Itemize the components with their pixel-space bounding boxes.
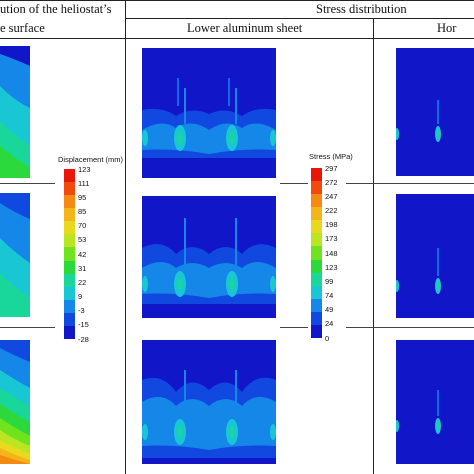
displacement-legend-swatch [64,247,75,262]
stress-legend-swatch [311,298,322,313]
stress-legend-tick-label: 297 [325,163,338,173]
displacement-legend-tick-label: 70 [78,221,87,231]
stress-legend-tick-label: 49 [325,305,334,315]
displacement-legend-swatch [64,273,75,288]
displacement-legend-tick-label: 85 [78,207,87,216]
stress-legend-swatch [311,220,322,234]
lower-sheet-stress-panel-2 [142,196,276,318]
displacement-legend-swatch [64,260,75,275]
displacement-legend-swatch [64,299,75,314]
stress-legend-title: Stress (MPa) [309,152,353,161]
displacement-legend-swatch [64,195,75,209]
displacement-legend-swatch [64,182,75,196]
column-divider-2 [373,18,374,474]
horizontal-column-label: Hor [437,21,457,35]
horizontal-stress-panel-3 [396,340,474,464]
displacement-legend-swatch [64,169,75,183]
displacement-legend-title: Displacement (mm) [58,155,124,164]
header-bottom-rule [0,38,474,39]
displacement-legend-tick-label: 111 [78,178,90,188]
stress-legend-tick-label: 222 [325,206,338,215]
stress-legend-tick-label: 99 [325,276,334,286]
displacement-legend-tick-label: 22 [78,277,87,287]
stress-legend-swatch [311,194,322,208]
row-divider-1c [346,183,474,184]
top-border [0,0,474,1]
displacement-legend-swatch [64,234,75,248]
displacement-legend-tick-label: 53 [78,235,87,245]
row-divider-2c [346,327,474,328]
stress-legend-swatch [311,246,322,261]
displacement-legend-tick-label: 123 [78,164,91,174]
stress-legend-swatch [311,259,322,274]
col1-header-line1: ution of the heliostat’s [0,2,112,16]
stress-legend-swatch [311,207,322,221]
column-divider-1 [125,0,126,474]
displacement-legend-swatch [64,208,75,222]
stress-legend-tick-label: 247 [325,191,338,201]
displacement-legend-swatch [64,325,75,340]
row-divider-1a [0,183,55,184]
displacement-legend-swatch [64,221,75,235]
lower-sheet-stress-panel-3 [142,340,276,464]
stress-legend-swatch [311,311,322,326]
stress-legend-swatch [311,168,322,182]
displacement-legend-tick-label: -15 [78,320,89,330]
stress-legend-swatch [311,233,322,247]
displacement-panel-2 [0,193,30,317]
stress-legend-tick-label: 123 [325,262,338,272]
stress-distribution-title: Stress distribution [316,2,407,16]
horizontal-stress-panel-1 [396,48,474,176]
horizontal-stress-panel-2 [396,194,474,318]
lower-aluminum-sheet-label: Lower aluminum sheet [187,21,303,35]
stress-legend-tick-label: 24 [325,319,334,329]
stress-legend-tick-label: 0 [325,333,330,343]
displacement-legend-swatch [64,312,75,327]
row-divider-2b [280,327,308,328]
displacement-legend-tick-label: 31 [78,263,87,273]
stress-legend-swatch [311,285,322,300]
stress-legend-swatch [311,324,322,339]
lower-sheet-stress-panel-1 [142,48,276,178]
stress-legend-tick-label: 74 [325,291,334,300]
stress-legend-tick-label: 148 [325,248,338,258]
displacement-panel-1 [0,46,30,178]
row-divider-1b [280,183,308,184]
displacement-legend-tick-label: 9 [78,292,83,301]
displacement-legend-swatch [64,286,75,301]
stress-legend-tick-label: 198 [325,220,338,230]
stress-legend-swatch [311,181,322,195]
row-divider-2a [0,327,55,328]
col1-header-line2: e surface [0,21,45,35]
stress-legend-tick-label: 173 [325,234,338,244]
displacement-panel-3 [0,340,30,464]
stress-legend-swatch [311,272,322,287]
displacement-legend-tick-label: -28 [78,334,89,344]
stress-legend-tick-label: 272 [325,177,338,187]
displacement-legend-tick-label: 95 [78,192,87,202]
displacement-legend-tick-label: -3 [78,306,85,316]
displacement-legend-tick-label: 42 [78,249,87,259]
header-divider [125,18,474,19]
